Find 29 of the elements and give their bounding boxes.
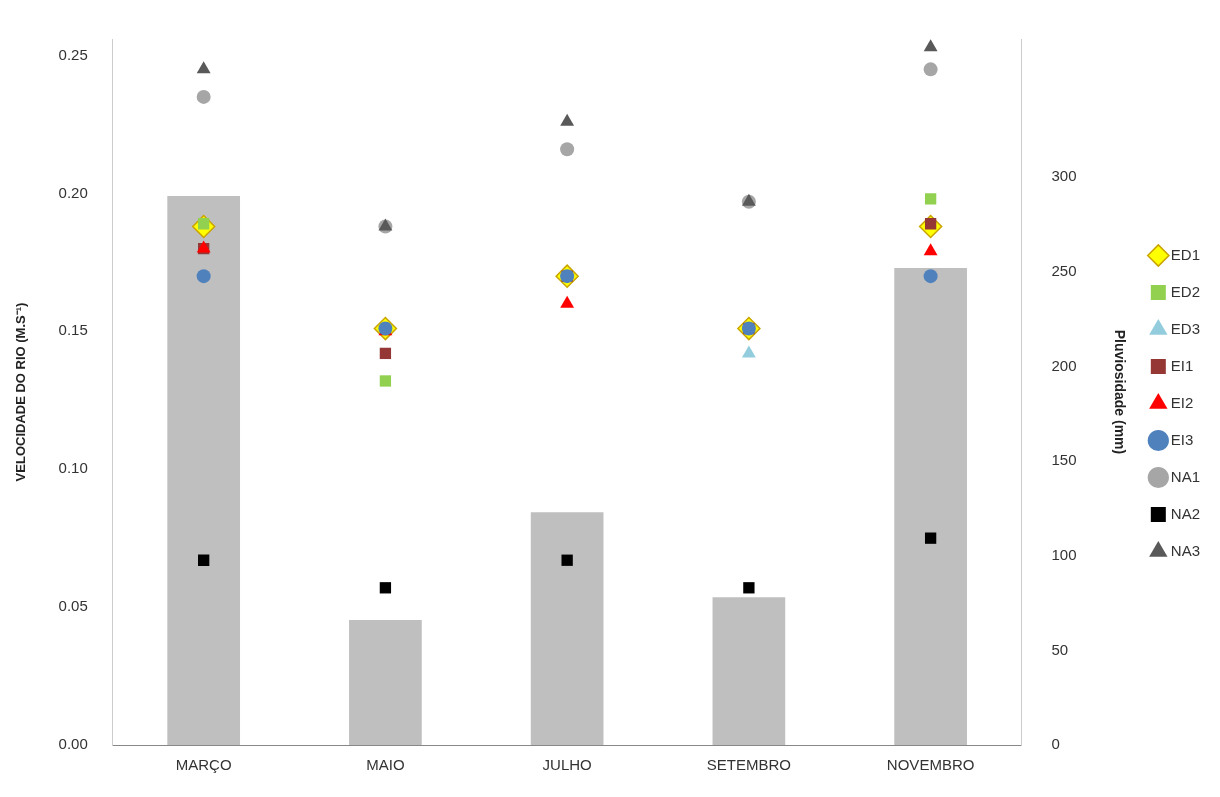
y2-tick-label: 50 [1051, 640, 1069, 658]
y-tick-label: 0.15 [58, 321, 88, 339]
legend-label: NA3 [1170, 541, 1201, 559]
x-tick-label: MAIO [366, 756, 405, 774]
y2-tick-label: 100 [1051, 545, 1077, 563]
y2-tick-label: 150 [1051, 451, 1077, 469]
legend-label: EI2 [1170, 393, 1194, 411]
x-tick-label: NOVEMBRO [886, 756, 975, 774]
y2-tick-label: 300 [1051, 167, 1077, 185]
x-tick-label: SETEMBRO [706, 756, 791, 774]
y-tick-label: 0.20 [58, 183, 88, 201]
legend-label: NA2 [1170, 504, 1201, 522]
y-tick-label: 0.05 [58, 597, 88, 615]
y-axis-title: VELOCIDADE DO RIO (M.S⁻¹) [13, 302, 29, 482]
legend-label: ED3 [1170, 319, 1201, 337]
y2-tick-label: 0 [1051, 735, 1060, 753]
legend-label: EI3 [1170, 430, 1194, 448]
x-tick-label: JULHO [542, 756, 592, 774]
legend-label: NA1 [1170, 467, 1201, 485]
y-tick-label: 0.25 [58, 45, 88, 63]
legend-label: ED1 [1170, 245, 1201, 263]
y2-axis-title: Pluviosidade (mm) [1112, 329, 1129, 455]
y2-tick-label: 250 [1051, 261, 1077, 279]
y-tick-label: 0.10 [58, 459, 88, 477]
legend-label: ED2 [1170, 282, 1201, 300]
x-tick-label: MARÇO [175, 756, 232, 774]
y-tick-label: 0.00 [58, 735, 88, 753]
legend-label: EI1 [1170, 356, 1194, 374]
y2-tick-label: 200 [1051, 356, 1077, 374]
